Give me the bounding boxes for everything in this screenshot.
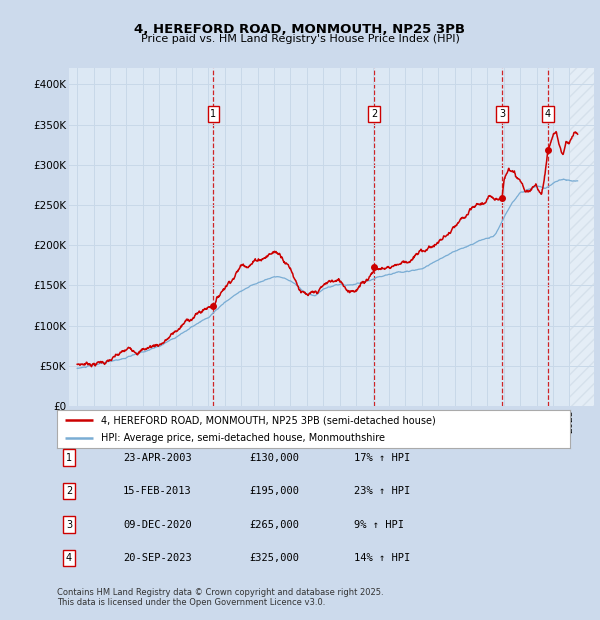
Text: 2: 2: [371, 109, 377, 119]
Text: 23-APR-2003: 23-APR-2003: [123, 453, 192, 463]
Text: Contains HM Land Registry data © Crown copyright and database right 2025.
This d: Contains HM Land Registry data © Crown c…: [57, 588, 383, 607]
Text: £195,000: £195,000: [249, 486, 299, 496]
Text: £130,000: £130,000: [249, 453, 299, 463]
Text: HPI: Average price, semi-detached house, Monmouthshire: HPI: Average price, semi-detached house,…: [101, 433, 385, 443]
Text: 9% ↑ HPI: 9% ↑ HPI: [354, 520, 404, 529]
Text: 4, HEREFORD ROAD, MONMOUTH, NP25 3PB (semi-detached house): 4, HEREFORD ROAD, MONMOUTH, NP25 3PB (se…: [101, 415, 436, 425]
Text: 1: 1: [66, 453, 72, 463]
Text: 20-SEP-2023: 20-SEP-2023: [123, 553, 192, 563]
Text: 15-FEB-2013: 15-FEB-2013: [123, 486, 192, 496]
Text: £265,000: £265,000: [249, 520, 299, 529]
Text: 4: 4: [545, 109, 551, 119]
Text: 2: 2: [66, 486, 72, 496]
Text: 17% ↑ HPI: 17% ↑ HPI: [354, 453, 410, 463]
Text: 23% ↑ HPI: 23% ↑ HPI: [354, 486, 410, 496]
Text: £325,000: £325,000: [249, 553, 299, 563]
Text: 1: 1: [211, 109, 217, 119]
Text: 4, HEREFORD ROAD, MONMOUTH, NP25 3PB: 4, HEREFORD ROAD, MONMOUTH, NP25 3PB: [134, 23, 466, 35]
Text: 09-DEC-2020: 09-DEC-2020: [123, 520, 192, 529]
Text: 3: 3: [66, 520, 72, 529]
Text: 4: 4: [66, 553, 72, 563]
Text: 14% ↑ HPI: 14% ↑ HPI: [354, 553, 410, 563]
Text: Price paid vs. HM Land Registry's House Price Index (HPI): Price paid vs. HM Land Registry's House …: [140, 34, 460, 44]
Text: 3: 3: [499, 109, 505, 119]
